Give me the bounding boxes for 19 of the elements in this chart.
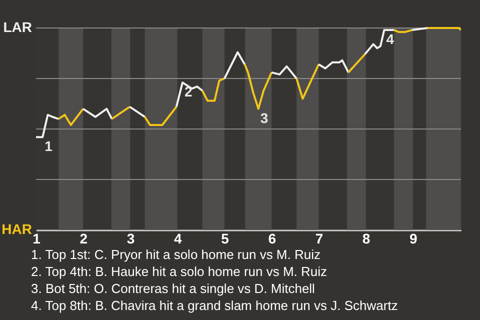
annotation: 2	[184, 84, 193, 100]
x-tick-label: 6	[268, 230, 276, 246]
x-tick-label: 8	[362, 230, 370, 246]
text: 2. Top 4th: B. Hauke hit a solo home run vs M. Ruiz	[31, 264, 328, 279]
annotation: 1	[44, 138, 53, 154]
x-tick-label: 2	[80, 230, 88, 246]
text: HAR	[2, 221, 32, 237]
x-tick-label: 7	[315, 230, 324, 246]
text: LAR	[3, 19, 32, 35]
x-tick-label: 3	[126, 230, 135, 246]
x-tick-label: 4	[174, 230, 182, 246]
text: 4. Top 8th: B. Chavira hit a grand slam home run vs J. Schwartz	[31, 298, 398, 313]
x-tick-label: 1	[32, 230, 41, 246]
text: 1. Top 1st: C. Pryor hit a solo home run vs M. Ruiz	[31, 247, 320, 262]
x-tick-label: 9	[410, 230, 418, 246]
x-tick-label: 5	[221, 230, 230, 246]
annotation: 4	[386, 31, 394, 48]
annotation: 3	[260, 110, 268, 126]
text: 3. Bot 5th: O. Contreras hit a single vs D. Mitchell	[31, 281, 316, 296]
